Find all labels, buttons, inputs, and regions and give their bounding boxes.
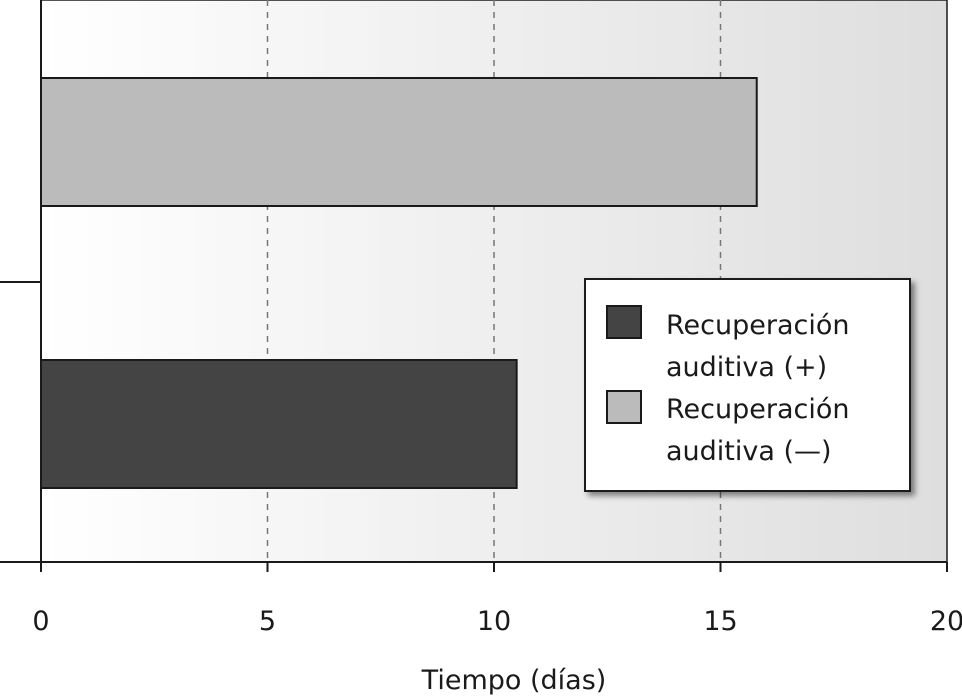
legend-swatch-positive xyxy=(606,305,642,339)
x-tick-label-0: 0 xyxy=(32,606,49,637)
legend-label-positive-line2: auditiva (+) xyxy=(666,352,827,383)
x-axis-title: Tiempo (días) xyxy=(421,665,607,696)
legend-swatch-negative xyxy=(606,390,642,424)
legend-label-negative-line2: auditiva (—) xyxy=(666,436,832,467)
x-tick-label-15: 15 xyxy=(703,606,737,637)
bars xyxy=(40,77,758,489)
x-tick-label-20: 20 xyxy=(930,606,962,637)
x-ticks: 0 5 10 15 20 xyxy=(32,562,962,637)
bar-positive xyxy=(40,359,518,489)
legend: Recuperación auditiva (+) Recuperación a… xyxy=(584,278,911,492)
x-tick-label-5: 5 xyxy=(259,606,276,637)
bar-negative xyxy=(40,77,758,207)
legend-label-negative-line1: Recuperación xyxy=(666,394,850,425)
x-tick-label-10: 10 xyxy=(477,606,511,637)
legend-label-positive-line1: Recuperación xyxy=(666,310,850,341)
